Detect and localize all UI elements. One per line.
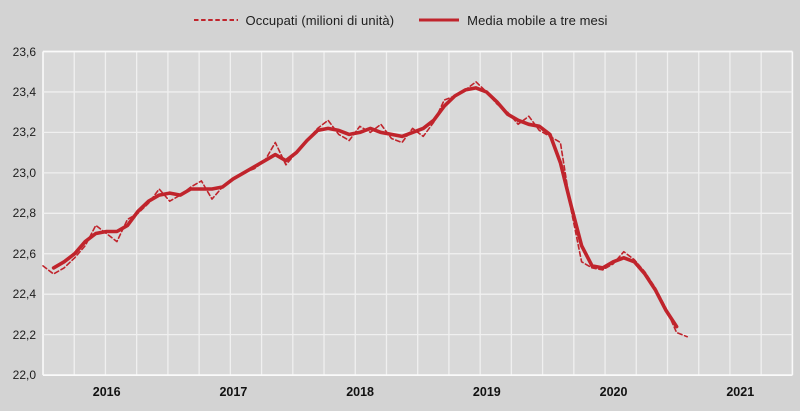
solid-line-sample-icon xyxy=(419,18,460,22)
y-axis-tick-label: 23,4 xyxy=(12,84,36,99)
x-axis-year-label: 2017 xyxy=(219,385,248,399)
y-axis-tick-label: 23,2 xyxy=(12,125,36,140)
legend-label-media-mobile: Media mobile a tre mesi xyxy=(467,12,608,28)
chart-legend: Occupati (milioni di unità) Media mobile… xyxy=(0,7,800,33)
series-line-solid xyxy=(51,86,679,329)
x-axis-year-label: 2018 xyxy=(346,385,375,399)
x-axis-year-label: 2021 xyxy=(726,385,755,399)
x-axis-year-label: 2020 xyxy=(599,385,628,399)
y-axis-tick-label: 22,6 xyxy=(12,246,36,261)
y-axis-tick-label: 22,0 xyxy=(12,368,36,383)
legend-item-media-mobile: Media mobile a tre mesi xyxy=(418,13,607,28)
x-axis-year-label: 2019 xyxy=(472,385,501,399)
y-axis-tick-label: 22,2 xyxy=(12,327,36,342)
x-axis-year-label: 2016 xyxy=(92,385,121,399)
legend-label-occupati: Occupati (milioni di unità) xyxy=(245,12,395,28)
y-axis-tick-label: 22,4 xyxy=(12,287,36,302)
legend-item-occupati: Occupati (milioni di unità) xyxy=(193,13,395,28)
dashed-line-sample-icon xyxy=(193,19,238,21)
y-axis-tick-label: 23,6 xyxy=(12,44,36,59)
y-axis-tick-label: 22,8 xyxy=(12,206,36,221)
y-axis-tick-label: 23,0 xyxy=(12,165,36,180)
